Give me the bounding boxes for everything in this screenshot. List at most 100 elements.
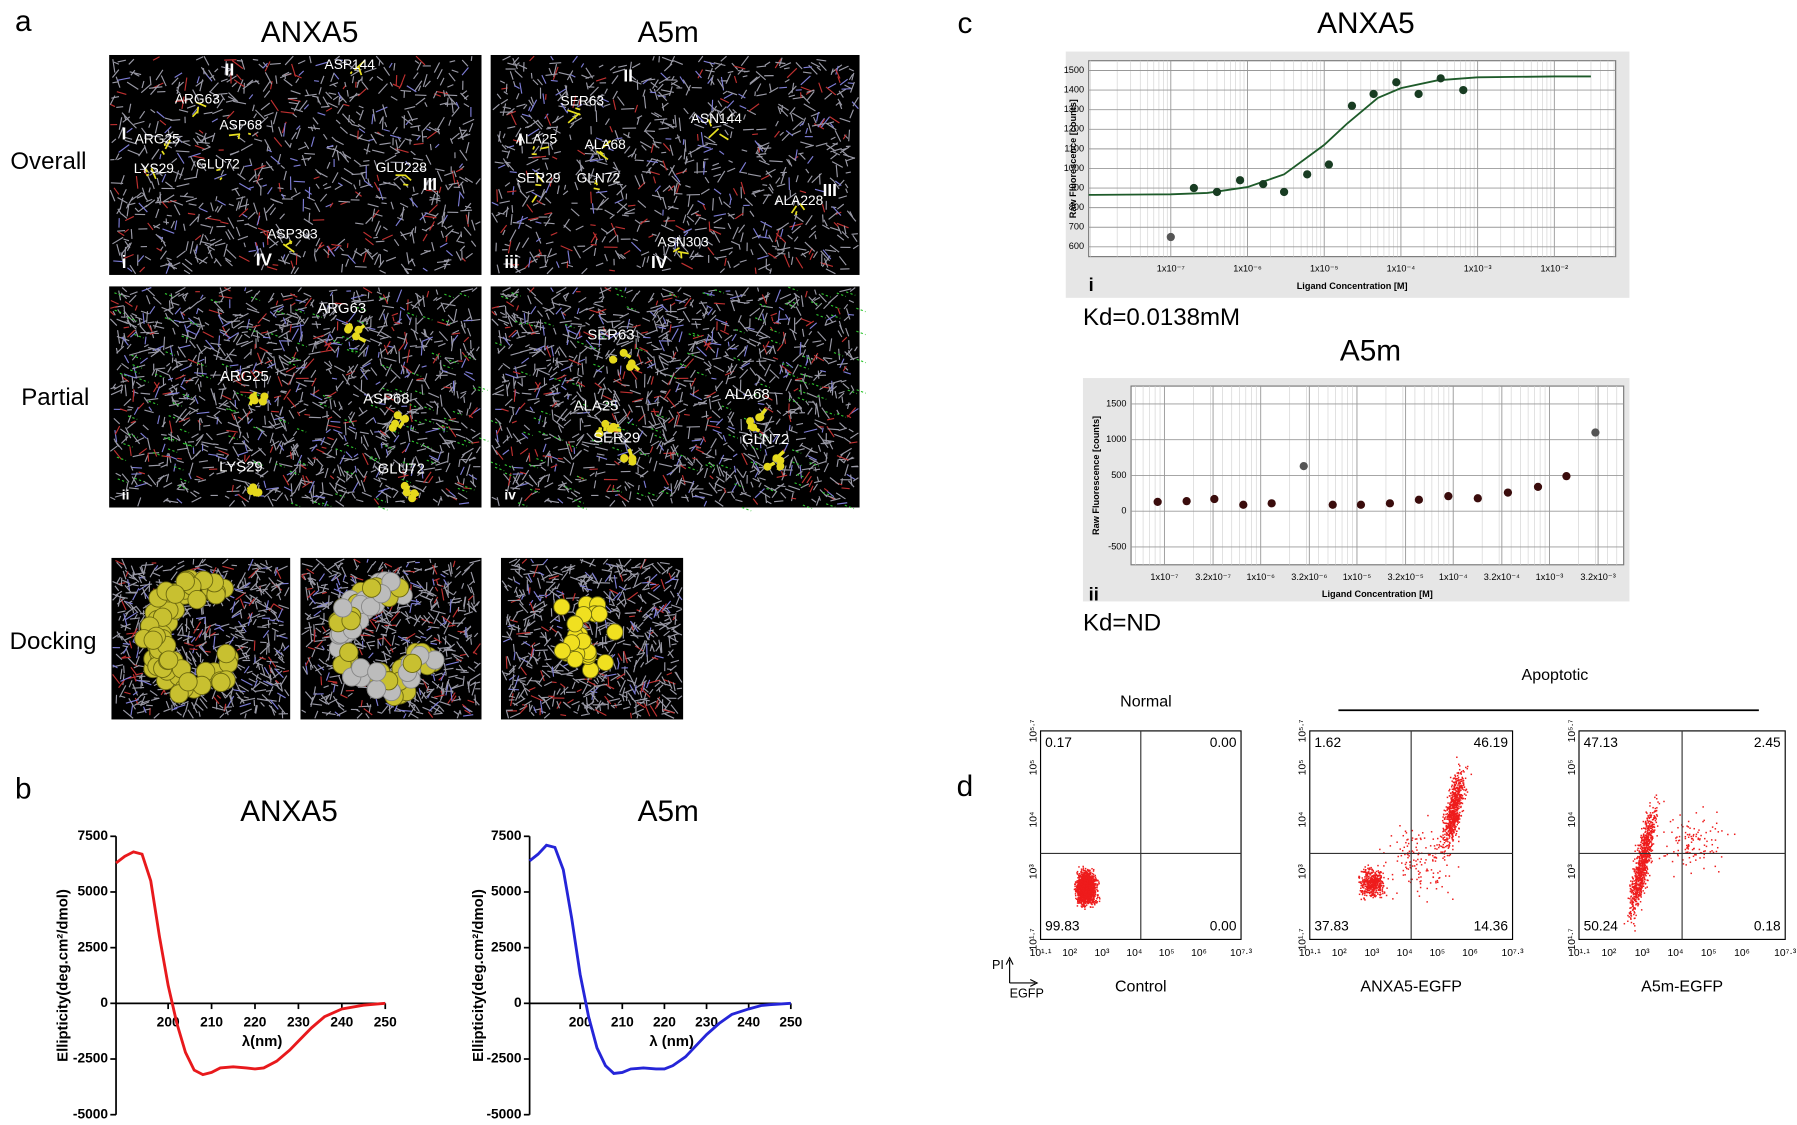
bond [346,374,351,385]
bond [120,428,130,437]
bond [211,132,216,143]
bond [417,85,422,92]
bond [447,84,454,88]
bond [122,116,131,123]
bond [278,259,291,265]
bond [361,362,371,369]
bond [189,240,194,254]
bond [249,158,253,166]
bond [291,131,297,140]
bond [116,243,121,256]
bond [325,428,331,434]
bond [289,466,299,476]
bond [197,296,206,303]
bond [221,321,232,328]
bond [392,83,401,89]
bond [162,228,175,234]
bond [799,384,802,395]
bond [145,295,151,305]
domain-label: IV [256,250,273,270]
bond [183,192,189,198]
bond [841,487,850,490]
bond [468,402,472,409]
bond [251,131,259,137]
residue-label: GLU72 [378,462,425,478]
bond [174,220,178,231]
bond [713,302,726,305]
bond [435,289,439,295]
bond [383,66,391,76]
residue-atom [756,413,765,422]
bond [141,127,148,136]
bond [301,496,309,499]
bond [377,351,380,358]
residue-atom [620,454,629,463]
bond [550,79,558,82]
bond [322,96,330,107]
bond [413,157,424,161]
bond [566,393,572,396]
bond [204,234,209,241]
bond [185,241,189,251]
bond [307,457,314,465]
bond [270,99,279,112]
bond [252,58,259,61]
bond [300,334,304,342]
bond [166,214,172,217]
bond [323,133,328,140]
bond [320,105,330,108]
residue-label: ASP303 [267,226,318,241]
bond [363,160,370,162]
bond [256,245,260,259]
bond [443,259,452,262]
bond [177,482,187,487]
bond [429,221,435,231]
bond [382,226,388,231]
bond [378,260,385,268]
bond [262,242,265,248]
bond [290,402,300,409]
bond [413,80,423,92]
bond [123,114,127,121]
bond [248,249,256,253]
bond [331,145,338,158]
bond [144,336,147,345]
bond [395,217,402,227]
bond [349,347,358,350]
bond [272,487,278,491]
bond [297,306,307,311]
panel-letter: a [15,5,32,38]
bond [370,133,378,144]
bond [231,187,239,191]
bond [422,122,431,132]
bond [218,449,229,456]
bond [275,230,284,244]
panel-letter: c [958,7,973,40]
bond [268,457,272,464]
bond [293,164,301,167]
bond [431,242,435,252]
bond [199,161,207,172]
bond [135,192,143,198]
bond [268,420,276,428]
bond [227,421,238,427]
bond [305,232,314,238]
bond [325,91,333,100]
bond [194,256,208,264]
bond [295,299,306,303]
residue-label: ASN144 [691,111,743,126]
bond [400,364,405,373]
bond [459,176,468,183]
molecule-render [109,55,481,275]
bond [146,198,153,203]
bond [328,92,337,95]
bond [364,345,369,357]
residue-atom [352,332,361,341]
bond [217,199,226,206]
bond [348,491,355,494]
bond [112,383,117,389]
bond [151,369,156,376]
bond [471,441,480,444]
bond [451,332,461,335]
column-title: ANXA5 [261,16,359,49]
